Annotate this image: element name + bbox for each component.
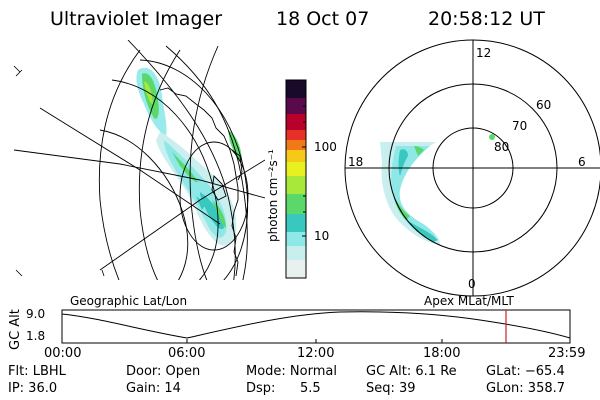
info-flt: Flt: LBHL: [8, 364, 66, 379]
mlt-label-18: 18: [348, 155, 364, 169]
mlt-label-6: 6: [578, 155, 586, 169]
altitude-ytick-high: 9.0: [26, 307, 46, 321]
info-seq: Seq: 39: [366, 381, 416, 396]
colorbar-segment: [286, 140, 306, 150]
geographic-map: [13, 40, 265, 280]
altitude-frame: [61, 309, 571, 344]
mlt-label-12: 12: [476, 46, 492, 60]
colorbar-tick-10: 10: [314, 229, 330, 243]
colorbar-segment: [286, 232, 306, 246]
colorbar-segment: [286, 98, 306, 114]
image-time: 20:58:12 UT: [428, 8, 545, 30]
mlt-label-0: 0: [468, 277, 476, 291]
info-mode: Mode: Normal: [246, 364, 337, 379]
colorbar-segment: [286, 80, 306, 98]
colorbar-segment: [286, 176, 306, 194]
time-tick-0000: 00:00: [44, 346, 82, 361]
polar-panel-label: Apex MLat/MLT: [424, 294, 514, 308]
altitude-ytick-low: 1.8: [26, 329, 46, 343]
colorbar-segment: [286, 260, 306, 278]
polar-grid: [344, 39, 600, 297]
colorbar-segment: [286, 246, 306, 260]
altitude-strip: [61, 309, 571, 344]
altitude-axis-label: GC Alt: [8, 309, 23, 350]
colorbar-segment: [286, 150, 306, 162]
mlat-label-70: 70: [512, 119, 528, 133]
image-date: 18 Oct 07: [276, 8, 370, 30]
time-tick-1800: 18:00: [423, 346, 461, 361]
info-ip: IP: 36.0: [8, 381, 58, 396]
time-tick-1200: 12:00: [297, 346, 335, 361]
colorbar-tick-100: 100: [314, 140, 337, 154]
info-glon: GLon: 358.7: [486, 381, 566, 396]
mlat-label-80: 80: [494, 140, 510, 154]
colorbar-segment: [286, 162, 306, 176]
info-dsp-label: Dsp:: [246, 381, 276, 396]
info-dsp-value: 5.5: [300, 381, 321, 396]
colorbar: [285, 79, 307, 279]
polar-plot: [344, 39, 600, 297]
info-gc-alt: GC Alt: 6.1 Re: [366, 364, 457, 379]
instrument-title: Ultraviolet Imager: [50, 8, 223, 30]
colorbar-segment: [286, 130, 306, 140]
geo-grid: [13, 40, 265, 280]
mlat-label-60: 60: [536, 98, 552, 112]
colorbar-label: photon cm⁻²s⁻¹: [266, 149, 280, 242]
info-gain: Gain: 14: [126, 381, 181, 396]
colorbar-segment: [286, 114, 306, 130]
colorbar-segment: [286, 194, 306, 214]
time-tick-2359: 23:59: [548, 346, 586, 361]
info-glat: GLat: −65.4: [486, 364, 565, 379]
altitude-curve: [61, 311, 571, 339]
colorbar-segment: [286, 214, 306, 232]
info-door: Door: Open: [126, 364, 201, 379]
time-tick-0600: 06:00: [168, 346, 206, 361]
geo-panel-label: Geographic Lat/Lon: [70, 294, 188, 308]
